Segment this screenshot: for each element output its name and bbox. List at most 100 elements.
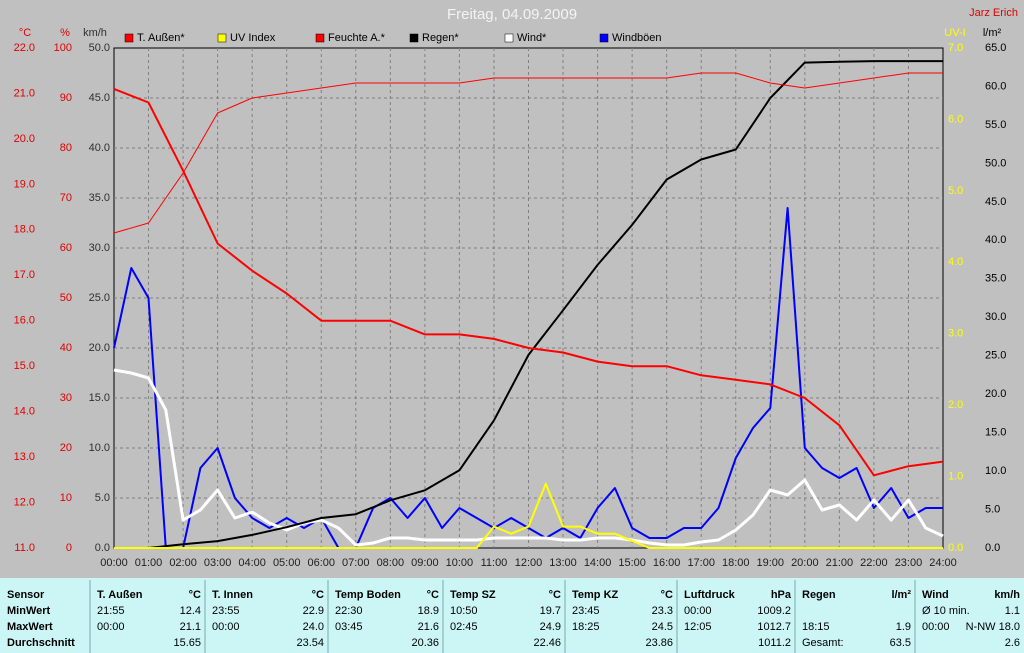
stats-cell: Durchschnitt [7,637,75,649]
stats-header: T. Außen [97,589,143,601]
stats-cell: 02:45 [450,621,478,633]
x-tick-label: 10:00 [446,557,474,569]
stats-cell: Gesamt: [802,637,844,649]
y-tick-label: 0.0 [95,542,110,554]
y-tick-label: 5.0 [95,492,110,504]
y-tick-label: 3.0 [948,328,963,340]
x-tick-label: 11:00 [481,557,508,569]
y-tick-label: 13.0 [14,451,35,463]
stats-cell: 21.6 [418,621,439,633]
stats-cell: 2.6 [1005,637,1020,649]
stats-cell: 1012.7 [757,621,791,633]
y-tick-label: 50.0 [89,42,110,54]
y-tick-label: 60.0 [985,80,1006,92]
series-line [113,87,944,477]
legend-swatch [124,33,134,43]
stats-cell: 03:45 [335,621,363,633]
stats-cell: 63.5 [890,637,911,649]
legend-swatch [504,33,514,43]
y-tick-label: 35.0 [985,273,1006,285]
y-tick-label: 30.0 [985,311,1006,323]
y-tick-label: 21.0 [14,87,35,99]
stats-cell: 24.9 [540,621,561,633]
y-tick-label: 20.0 [14,133,35,145]
x-tick-label: 04:00 [238,557,266,569]
stats-cell: 15.65 [173,637,201,649]
stats-header: °C [189,589,201,601]
stats-cell: 1.9 [896,621,911,633]
series-line [114,60,943,549]
stats-header: T. Innen [212,589,253,601]
stats-cell: 18:15 [802,621,830,633]
stats-header: hPa [771,589,792,601]
stats-header: °C [661,589,673,601]
stats-header: Luftdruck [684,589,736,601]
x-tick-label: 21:00 [826,557,854,569]
stats-cell: 22:30 [335,605,363,617]
axis-title: km/h [83,27,107,39]
stats-cell: MinWert [7,605,51,617]
stats-header: °C [549,589,561,601]
x-tick-label: 01:00 [135,557,163,569]
legend-swatch [599,33,609,43]
stats-cell: Ø 10 min. [922,605,970,617]
y-tick-label: 19.0 [14,178,35,190]
y-tick-label: 45.0 [89,92,110,104]
stats-cell: 12:05 [684,621,712,633]
stats-cell: 23:45 [572,605,600,617]
y-tick-label: 17.0 [14,269,35,281]
series-line [113,72,943,234]
y-tick-label: 20 [60,442,72,454]
y-tick-label: 40.0 [985,234,1006,246]
x-tick-label: 16:00 [653,557,681,569]
legend-swatch [409,33,419,43]
x-tick-label: 08:00 [377,557,405,569]
y-tick-label: 6.0 [948,113,963,125]
stats-cell: 12.4 [180,605,201,617]
y-tick-label: 45.0 [985,196,1006,208]
y-tick-label: 70 [60,192,72,204]
y-tick-label: 15.0 [985,427,1006,439]
stats-cell: 22.46 [533,637,561,649]
y-tick-label: 10 [60,492,72,504]
y-tick-label: 50.0 [985,157,1006,169]
y-tick-label: 16.0 [14,315,35,327]
y-tick-label: 15.0 [14,360,35,372]
stats-header: Sensor [7,589,45,601]
axis-title: °C [19,27,31,39]
stats-cell: MaxWert [7,621,53,633]
y-tick-label: 50 [60,292,72,304]
axis-title: l/m² [983,27,1002,39]
stats-cell: 22.9 [303,605,324,617]
stats-cell: 24.0 [303,621,324,633]
stats-cell: 19.7 [540,605,561,617]
legend-label: T. Außen* [137,32,185,44]
y-tick-label: 60 [60,242,72,254]
stats-cell: 1011.2 [758,637,791,649]
y-tick-label: 18.0 [14,224,35,236]
y-tick-label: 0.0 [948,542,963,554]
x-tick-label: 22:00 [860,557,888,569]
stats-cell: 1009.2 [757,605,791,617]
axis-title: UV-I [944,27,965,39]
stats-cell: 00:00 [97,621,125,633]
legend-swatch [217,33,227,43]
legend-label: Windböen [612,32,662,44]
y-tick-label: 100 [54,42,72,54]
y-tick-label: 25.0 [985,350,1006,362]
author: Jarz Erich [969,7,1018,19]
stats-header: km/h [994,589,1020,601]
stats-cell: N-NW 18.0 [966,621,1020,633]
legend-swatch [315,33,325,43]
y-tick-label: 30.0 [89,242,110,254]
x-tick-label: 15:00 [618,557,646,569]
y-tick-label: 10.0 [985,465,1006,477]
y-tick-label: 0.0 [985,542,1000,554]
stats-header: °C [312,589,324,601]
y-tick-label: 1.0 [948,470,963,482]
stats-cell: 23:55 [212,605,240,617]
stats-background [0,578,1024,653]
legend-label: Wind* [517,32,547,44]
x-tick-label: 20:00 [791,557,819,569]
